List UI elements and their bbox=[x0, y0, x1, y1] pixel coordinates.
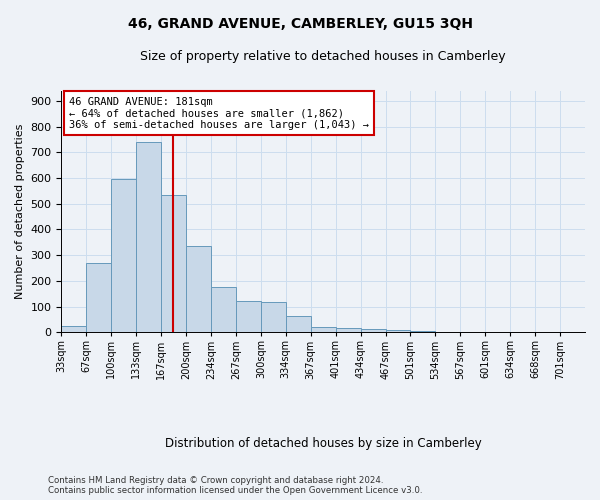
Bar bbox=[361, 329, 386, 332]
Bar bbox=[61, 326, 86, 332]
Bar bbox=[386, 330, 410, 332]
Title: Size of property relative to detached houses in Camberley: Size of property relative to detached ho… bbox=[140, 50, 506, 63]
Text: 46, GRAND AVENUE, CAMBERLEY, GU15 3QH: 46, GRAND AVENUE, CAMBERLEY, GU15 3QH bbox=[128, 18, 473, 32]
Bar bbox=[286, 316, 311, 332]
Bar bbox=[86, 263, 111, 332]
Text: Contains public sector information licensed under the Open Government Licence v3: Contains public sector information licen… bbox=[48, 486, 422, 495]
Bar bbox=[111, 180, 136, 332]
Bar bbox=[335, 328, 361, 332]
Bar bbox=[311, 326, 335, 332]
Bar bbox=[261, 302, 286, 332]
Bar bbox=[161, 194, 186, 332]
Bar bbox=[136, 142, 161, 332]
X-axis label: Distribution of detached houses by size in Camberley: Distribution of detached houses by size … bbox=[165, 437, 482, 450]
Text: 46 GRAND AVENUE: 181sqm
← 64% of detached houses are smaller (1,862)
36% of semi: 46 GRAND AVENUE: 181sqm ← 64% of detache… bbox=[69, 96, 369, 130]
Bar bbox=[236, 302, 261, 332]
Text: Contains HM Land Registry data © Crown copyright and database right 2024.: Contains HM Land Registry data © Crown c… bbox=[48, 476, 383, 485]
Y-axis label: Number of detached properties: Number of detached properties bbox=[15, 124, 25, 299]
Bar bbox=[211, 286, 236, 333]
Bar bbox=[186, 246, 211, 332]
Bar bbox=[410, 331, 436, 332]
